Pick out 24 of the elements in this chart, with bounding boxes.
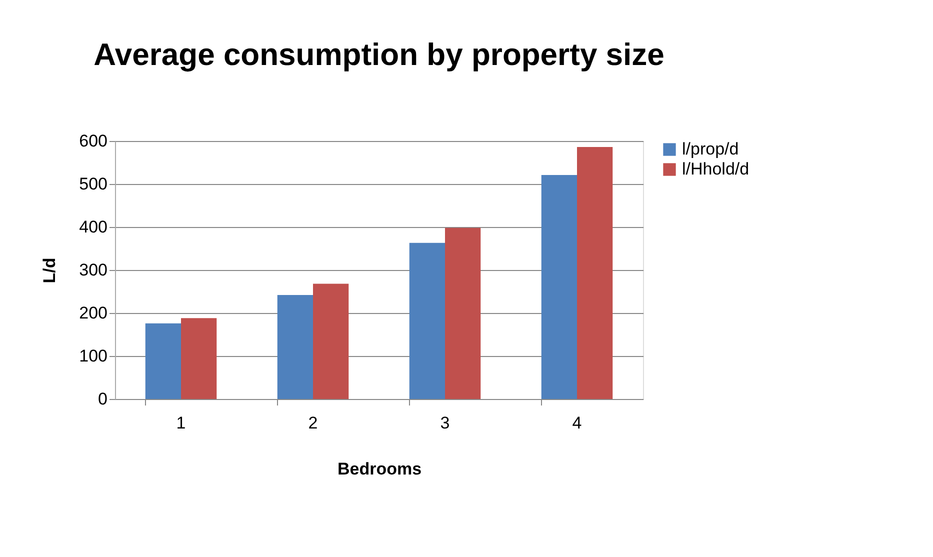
legend-label: l/Hhold/d [682, 160, 750, 178]
bar [181, 318, 217, 399]
bar [409, 242, 445, 399]
y-tick-label: 200 [79, 304, 108, 322]
bar [541, 174, 577, 399]
bar [445, 228, 481, 399]
y-tick-label: 100 [79, 346, 108, 366]
x-axis-title: Bedrooms [337, 460, 422, 478]
bar [577, 147, 613, 399]
y-tick-label: 600 [79, 132, 108, 150]
y-tick-label: 300 [79, 260, 108, 280]
bar [313, 284, 349, 399]
bar [277, 294, 313, 399]
legend-label: l/prop/d [682, 140, 739, 158]
x-tick-label: 2 [308, 414, 318, 432]
x-tick-label: 3 [440, 414, 450, 432]
y-tick-label: 500 [79, 174, 108, 194]
bar [145, 323, 181, 399]
y-tick-label: 400 [79, 218, 108, 236]
x-tick-label: 4 [572, 414, 582, 432]
y-axis-title: L/d [40, 258, 60, 284]
x-tick-label: 1 [176, 414, 186, 432]
y-tick-label: 0 [98, 390, 108, 408]
chart-title: Average consumption by property size [94, 37, 664, 72]
